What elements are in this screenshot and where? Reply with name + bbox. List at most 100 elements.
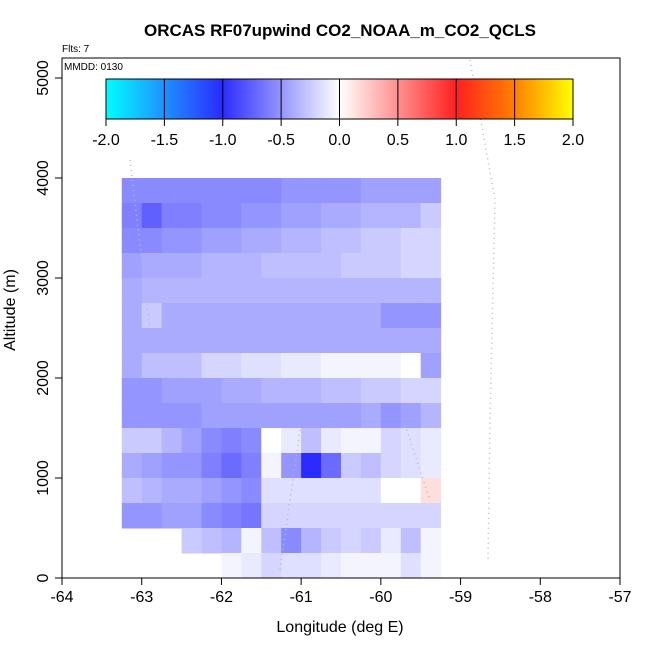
colorbar-tick-label: 1.5 xyxy=(504,132,526,149)
heatmap-cell xyxy=(360,378,382,404)
heatmap-cell xyxy=(301,353,322,379)
heatmap-cell xyxy=(380,303,402,329)
heatmap-cell xyxy=(181,303,202,329)
heatmap-cell xyxy=(420,253,442,279)
heatmap-cell xyxy=(161,378,183,404)
heatmap-cell xyxy=(261,453,282,479)
heatmap-cell xyxy=(341,228,362,254)
heatmap-cell xyxy=(380,278,402,304)
heatmap-cell xyxy=(380,478,402,504)
heatmap-cell xyxy=(400,478,422,504)
heatmap-cell xyxy=(380,378,402,404)
heatmap-cell xyxy=(420,503,442,529)
heatmap-cell xyxy=(281,303,302,329)
heatmap-cell xyxy=(141,378,163,404)
heatmap-cell xyxy=(241,303,262,329)
heatmap-cell xyxy=(181,178,202,204)
heatmap-cell xyxy=(400,253,422,279)
heatmap-cell xyxy=(161,428,183,454)
heatmap-cell xyxy=(380,453,402,479)
heatmap-cell xyxy=(261,178,282,204)
heatmap-cell xyxy=(201,528,222,554)
heatmap-cell xyxy=(420,178,442,204)
heatmap-cell xyxy=(301,503,322,529)
x-tick-label: -61 xyxy=(290,589,313,606)
heatmap-cell xyxy=(121,403,143,429)
heatmap-cell xyxy=(360,428,382,454)
heatmap-cell xyxy=(321,553,342,579)
heatmap-cell xyxy=(301,278,322,304)
heatmap-cell xyxy=(161,328,183,354)
colorbar-frame xyxy=(105,78,574,120)
heatmap-cell xyxy=(261,428,282,454)
heatmap-cell xyxy=(261,253,282,279)
heatmap-cell xyxy=(161,453,183,479)
heatmap-cell xyxy=(281,403,302,429)
heatmap-cell xyxy=(221,228,242,254)
heatmap-cell xyxy=(121,278,143,304)
colorbar-tick-label: -1.5 xyxy=(151,132,179,149)
heatmap-cell xyxy=(201,253,222,279)
colorbar-tick-label: 0.0 xyxy=(328,132,350,149)
heatmap-cell xyxy=(261,353,282,379)
heatmap-cell xyxy=(341,503,362,529)
heatmap-cell xyxy=(121,228,143,254)
x-tick-label: -64 xyxy=(50,589,73,606)
heatmap-cell xyxy=(121,378,143,404)
heatmap-cell xyxy=(380,553,402,579)
heatmap-cell xyxy=(281,253,302,279)
heatmap-cell xyxy=(341,378,362,404)
heatmap-cell xyxy=(400,453,422,479)
heatmap-cell xyxy=(241,428,262,454)
heatmap-cell xyxy=(161,253,183,279)
heatmap-cell xyxy=(301,528,322,554)
heatmap-cell xyxy=(380,328,402,354)
heatmap-cell xyxy=(321,428,342,454)
heatmap-cell xyxy=(241,228,262,254)
heatmap-cell xyxy=(341,253,362,279)
heatmap-cell xyxy=(121,428,143,454)
heatmap-cell xyxy=(181,353,202,379)
heatmap-cell xyxy=(321,453,342,479)
heatmap-cell xyxy=(360,253,382,279)
heatmap-cell xyxy=(221,503,242,529)
heatmap-cell xyxy=(261,228,282,254)
heatmap-cell xyxy=(301,403,322,429)
y-tick-label: 5000 xyxy=(35,60,52,96)
heatmap-cell xyxy=(241,453,262,479)
heatmap-cell xyxy=(380,353,402,379)
heatmap-cell xyxy=(360,528,382,554)
heatmap-cell xyxy=(161,403,183,429)
y-tick-label: 1000 xyxy=(35,460,52,496)
heatmap-cell xyxy=(221,428,242,454)
heatmap-cell xyxy=(301,553,322,579)
heatmap-cell xyxy=(420,478,442,504)
heatmap-cell xyxy=(281,378,302,404)
heatmap-cell xyxy=(161,478,183,504)
heatmap-cell xyxy=(161,503,183,529)
heatmap-cell xyxy=(281,553,302,579)
plot-frame xyxy=(61,57,621,579)
chart-title: ORCAS RF07upwind CO2_NOAA_m_CO2_QCLS xyxy=(144,21,536,40)
heatmap-cell xyxy=(400,228,422,254)
heatmap-cell xyxy=(241,378,262,404)
heatmap-cell xyxy=(261,403,282,429)
heatmap-cell xyxy=(281,203,302,229)
heatmap-cell xyxy=(241,403,262,429)
heatmap-cell xyxy=(121,253,143,279)
heatmap-cell xyxy=(301,253,322,279)
heatmap-cell xyxy=(241,253,262,279)
heatmap-cell xyxy=(360,453,382,479)
heatmap-cell xyxy=(341,278,362,304)
x-tick-label: -63 xyxy=(130,589,153,606)
heatmap-cell xyxy=(141,253,163,279)
heatmap-cell xyxy=(420,378,442,404)
x-tick-label: -57 xyxy=(608,589,631,606)
heatmap-cell xyxy=(221,278,242,304)
heatmap-cell xyxy=(181,278,202,304)
heatmap-cell xyxy=(360,503,382,529)
heatmap-cell xyxy=(400,528,422,554)
heatmap-cell xyxy=(301,428,322,454)
heatmap-cell xyxy=(321,278,342,304)
heatmap-cell xyxy=(201,503,222,529)
